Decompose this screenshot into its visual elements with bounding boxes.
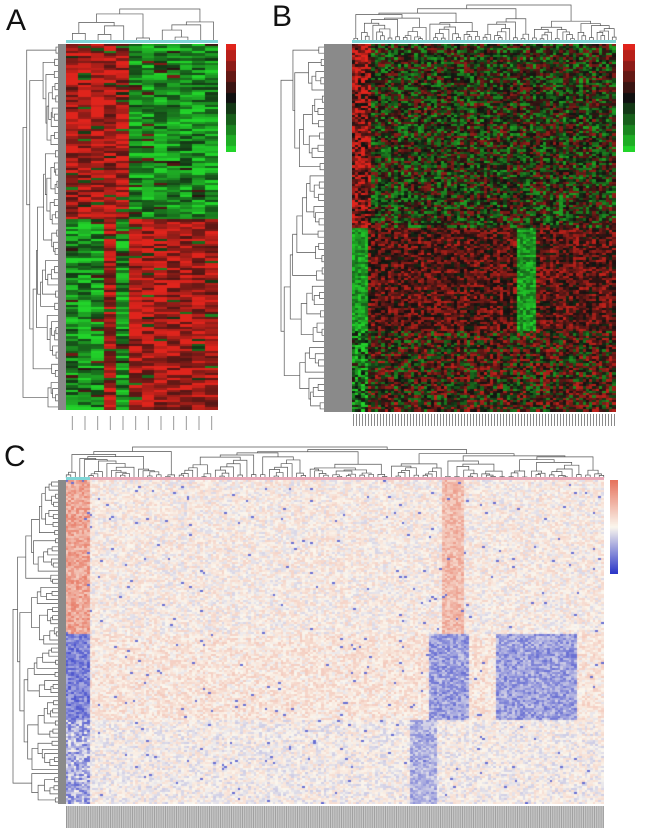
panel-a-column-dendrogram — [72, 8, 214, 42]
panel-c-row-dendrogram — [12, 481, 58, 803]
panel-c-top-strip-cyan — [66, 477, 90, 480]
panel-c-heatmap — [66, 480, 604, 804]
panel-a: A — [0, 0, 240, 440]
panel-c-letter: C — [4, 440, 26, 473]
panel-b-letter: B — [272, 0, 293, 33]
panel-a-letter: A — [6, 4, 27, 37]
panel-c-column-labels — [66, 806, 604, 828]
panel-c-color-legend — [610, 480, 618, 574]
panel-a-column-labels — [71, 416, 213, 430]
panel-a-row-annotation — [58, 44, 66, 410]
panel-c-row-annotation — [58, 480, 66, 804]
panel-b: B — [270, 0, 658, 440]
a-top-dendro-branches — [72, 8, 214, 42]
panel-a-color-legend — [226, 44, 236, 152]
panel-b-column-dendrogram — [353, 4, 617, 40]
panel-b-row-annotation — [324, 44, 352, 412]
a-left-dendro-branches — [22, 46, 58, 408]
panel-a-row-dendrogram — [22, 46, 58, 408]
panel-a-heatmap — [66, 44, 218, 410]
panel-b-column-labels — [353, 414, 615, 426]
panel-b-heatmap — [352, 44, 616, 412]
b-left-dendro-branches — [280, 46, 324, 410]
panel-b-top-strip — [352, 40, 616, 43]
panel-a-top-strip — [66, 40, 218, 43]
panel-b-row-dendrogram — [280, 46, 324, 410]
panel-c-top-strip-pink — [90, 477, 604, 480]
c-left-dendro-branches — [12, 481, 58, 803]
panel-b-color-legend — [623, 44, 635, 152]
b-top-dendro-branches — [353, 4, 617, 40]
c-top-dendro-branches — [65, 446, 605, 478]
panel-c: C — [0, 440, 658, 830]
panel-c-column-dendrogram — [65, 446, 605, 478]
